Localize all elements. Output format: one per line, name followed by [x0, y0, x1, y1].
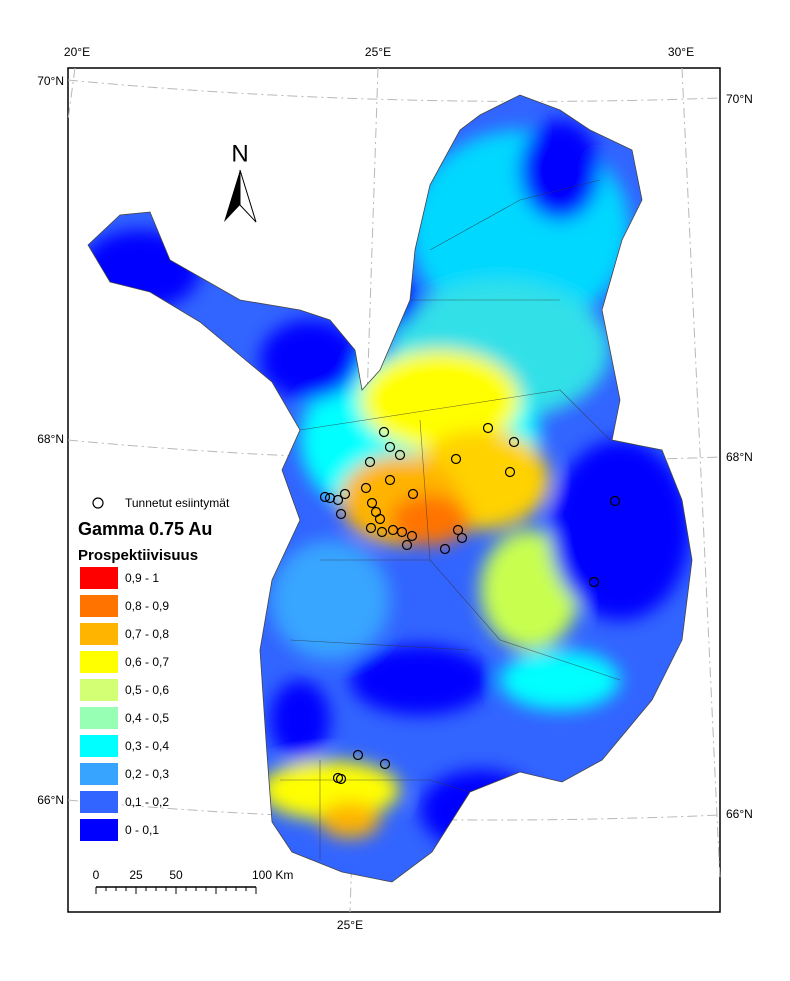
graticule-label: 25°E	[365, 45, 391, 59]
legend-subtitle: Prospektiivisuus	[78, 547, 198, 564]
legend-class-label: 0,8 - 0,9	[125, 599, 169, 613]
legend-class-label: 0,1 - 0,2	[125, 795, 169, 809]
legend-class-label: 0,4 - 0,5	[125, 711, 169, 725]
graticule-label: 68°N	[37, 432, 64, 446]
legend-classes: 0,9 - 1 0,8 - 0,9 0,7 - 0,8 0,6 - 0,7 0,5 - …	[80, 567, 169, 841]
legend-swatch	[80, 763, 118, 785]
north-label: N	[231, 140, 248, 167]
legend-point-symbol	[92, 497, 104, 509]
legend-swatch	[80, 707, 118, 729]
legend-points-label: Tunnetut esiintymät	[125, 496, 230, 510]
legend-swatch	[80, 623, 118, 645]
north-arrow: N	[224, 140, 257, 223]
legend-class-label: 0 - 0,1	[125, 823, 159, 837]
graticule-label: 30°E	[668, 45, 694, 59]
legend-class-label: 0,6 - 0,7	[125, 655, 169, 669]
legend-swatch	[80, 819, 118, 841]
scale-label: 25	[129, 868, 143, 882]
legend-swatch	[80, 567, 118, 589]
graticule-label: 66°N	[726, 807, 753, 821]
legend-swatch	[80, 735, 118, 757]
scale-label: 100 Km	[252, 868, 293, 882]
legend-class-label: 0,7 - 0,8	[125, 627, 169, 641]
known-deposits	[319, 422, 621, 785]
legend-class-label: 0,2 - 0,3	[125, 767, 169, 781]
legend-swatch	[80, 595, 118, 617]
scale-label: 0	[93, 868, 100, 882]
graticule-label: 25°E	[337, 918, 363, 932]
legend-class-label: 0,3 - 0,4	[125, 739, 169, 753]
graticule-label: 68°N	[726, 450, 753, 464]
graticule-label: 70°N	[37, 74, 64, 88]
graticule-label: 70°N	[726, 92, 753, 106]
legend-swatch	[80, 791, 118, 813]
graticule-label: 20°E	[64, 45, 90, 59]
scale-label: 50	[169, 868, 183, 882]
legend-class-label: 0,5 - 0,6	[125, 683, 169, 697]
legend-swatch	[80, 679, 118, 701]
scale-bar: 0 25 50 100 Km	[93, 868, 293, 894]
legend-title: Gamma 0.75 Au	[78, 519, 212, 539]
legend-class-label: 0,9 - 1	[125, 571, 159, 585]
graticule-label: 66°N	[37, 793, 64, 807]
legend-swatch	[80, 651, 118, 673]
